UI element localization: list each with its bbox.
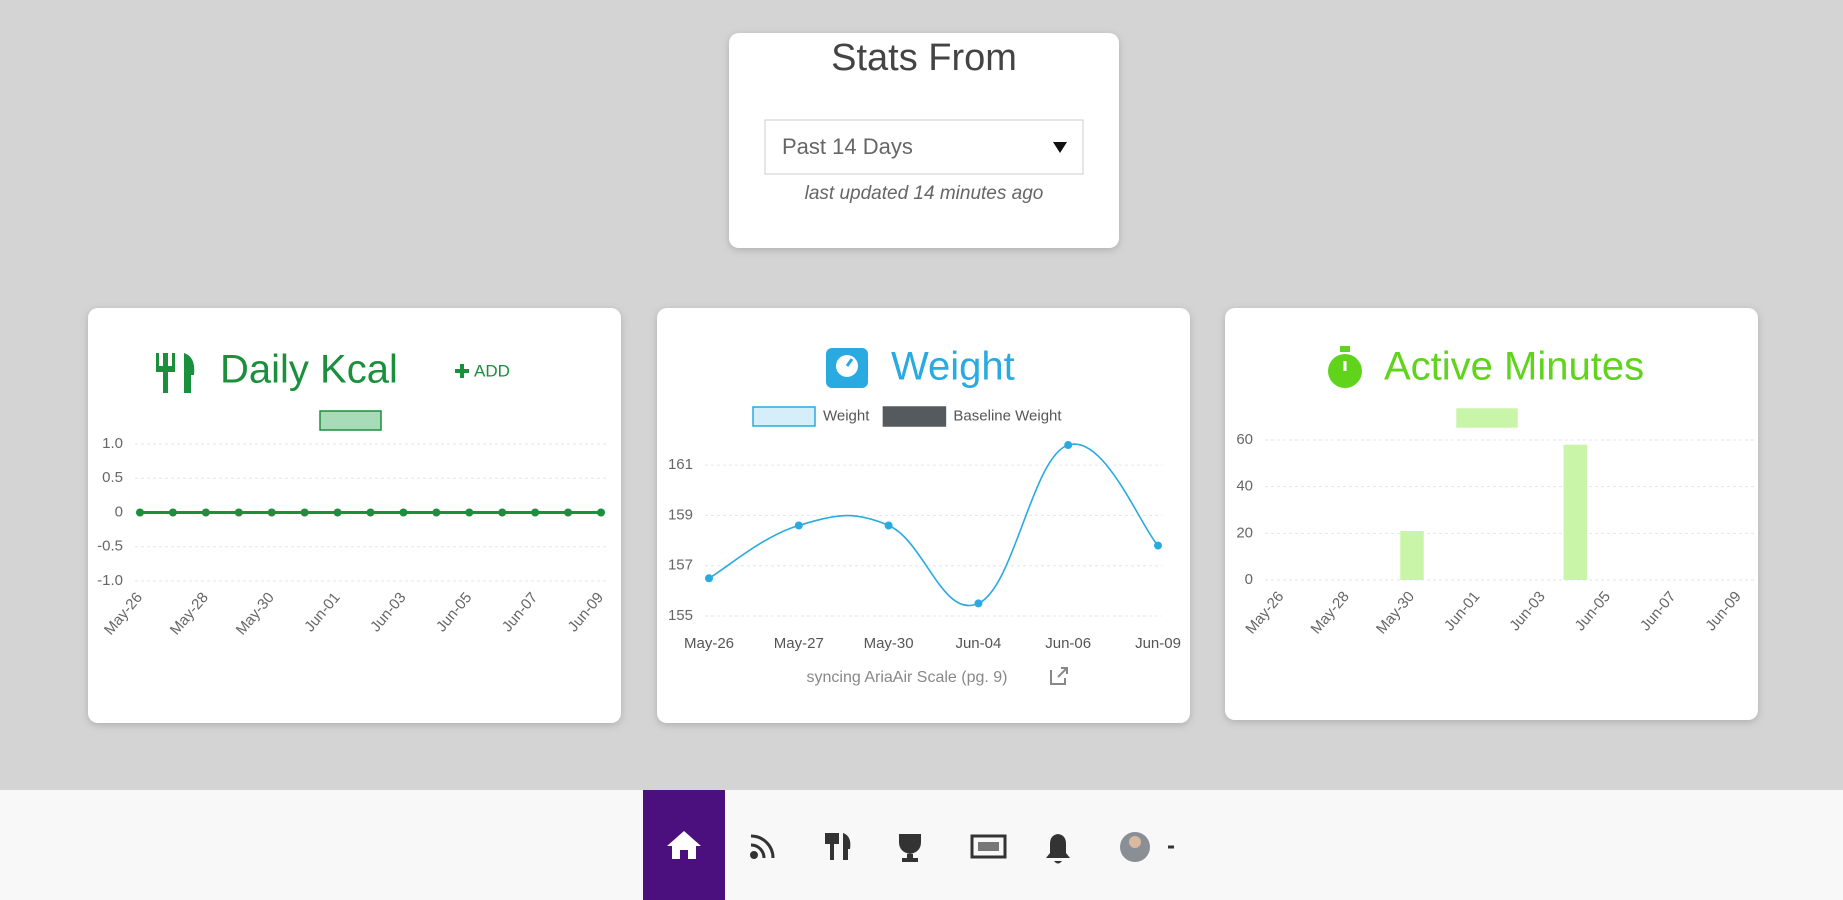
point	[794, 521, 803, 530]
y-tick-label: 1.0	[102, 435, 123, 452]
y-tick-label: 159	[668, 506, 693, 523]
x-tick-label: May-26	[684, 635, 734, 652]
point	[201, 508, 210, 517]
range-value: Past 14 Days	[782, 134, 913, 159]
select-arrow	[1053, 142, 1067, 153]
avatar[interactable]	[1120, 832, 1174, 862]
point	[884, 521, 893, 530]
point	[432, 508, 441, 517]
point	[465, 508, 474, 517]
scale-icon	[826, 348, 868, 388]
x-tick-label: Jun-06	[1045, 635, 1091, 652]
x-tick-label: May-30	[864, 635, 914, 652]
y-tick-label: 0	[115, 503, 123, 520]
y-tick-label: 161	[668, 456, 693, 473]
point	[234, 508, 243, 517]
active-title: Active Minutes	[1384, 345, 1644, 389]
card-icon[interactable]	[970, 834, 1007, 859]
point	[498, 508, 507, 517]
point	[366, 508, 375, 517]
point	[564, 508, 573, 517]
food-icon[interactable]	[825, 833, 851, 860]
point	[531, 508, 540, 517]
add-button[interactable]: ADD	[474, 361, 510, 380]
legend-swatch	[752, 406, 816, 427]
point	[333, 508, 342, 517]
external-link-icon[interactable]	[1050, 667, 1068, 685]
active-card	[1225, 308, 1758, 720]
y-tick-label: 40	[1236, 478, 1253, 495]
point	[974, 599, 983, 608]
point	[267, 508, 276, 517]
y-tick-label: -1.0	[97, 572, 123, 589]
y-tick-label: -0.5	[97, 538, 123, 555]
kcal-title: Daily Kcal	[220, 348, 398, 392]
y-tick-label: 155	[668, 607, 693, 624]
bell-icon[interactable]	[1046, 834, 1070, 864]
point	[1154, 541, 1162, 550]
trophy-icon[interactable]	[899, 834, 921, 862]
fork-knife-icon	[156, 353, 195, 393]
bar	[1563, 444, 1588, 580]
point	[1064, 441, 1073, 450]
bar	[1400, 531, 1424, 580]
x-tick-label: Jun-09	[1135, 635, 1181, 652]
point	[300, 508, 309, 517]
point	[597, 508, 605, 517]
point	[705, 574, 713, 583]
y-tick-label: 60	[1236, 431, 1253, 448]
home-icon	[667, 831, 701, 859]
point	[399, 508, 408, 517]
last-updated: last updated 14 minutes ago	[805, 183, 1044, 204]
legend-swatch	[319, 410, 382, 431]
sync-note: syncing AriaAir Scale (pg. 9)	[807, 669, 1008, 686]
weight-title: Weight	[891, 345, 1015, 389]
feed-icon[interactable]	[750, 834, 775, 859]
legend-swatch	[1456, 408, 1518, 428]
stats-title: Stats From	[831, 37, 1017, 79]
y-tick-label: 157	[668, 557, 693, 574]
nav-bar	[0, 790, 1843, 900]
point	[136, 508, 144, 517]
legend-swatch	[882, 406, 947, 427]
y-tick-label: 0	[1245, 571, 1253, 588]
y-tick-label: 0.5	[102, 469, 123, 486]
legend-label: Weight	[823, 407, 870, 424]
point	[168, 508, 177, 517]
add-plus	[455, 364, 469, 378]
y-tick-label: 20	[1236, 524, 1253, 541]
range-select[interactable]	[764, 119, 1084, 175]
kcal-card	[88, 308, 621, 723]
x-tick-label: May-27	[774, 635, 824, 652]
stopwatch-icon	[1328, 346, 1362, 388]
x-tick-label: Jun-04	[955, 635, 1001, 652]
legend-label: Baseline Weight	[953, 407, 1062, 424]
